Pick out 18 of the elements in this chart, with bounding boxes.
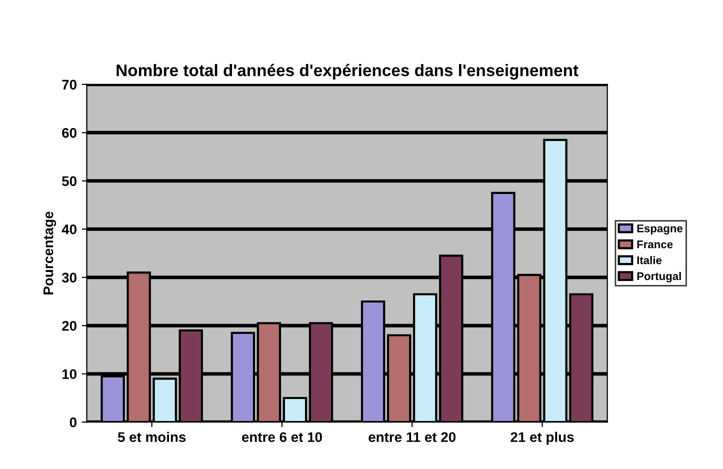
legend-label: Italie bbox=[637, 256, 662, 264]
y-axis-title: Pourcentage bbox=[44, 212, 56, 294]
x-tick-label: entre 11 et 20 bbox=[368, 432, 456, 442]
legend-label: France bbox=[637, 240, 673, 248]
y-tick-label: 60 bbox=[62, 128, 76, 138]
y-tick-label: 40 bbox=[62, 224, 76, 234]
y-tick-label: 0 bbox=[70, 417, 76, 428]
y-tick-label: 50 bbox=[62, 176, 76, 186]
chart-title: Nombre total d'années d'expériences dans l'enseignement bbox=[116, 64, 578, 80]
x-tick-label: 21 et plus bbox=[510, 432, 574, 445]
legend-label: Espagne bbox=[637, 224, 683, 235]
y-tick-label: 30 bbox=[62, 272, 76, 283]
x-tick-label: 5 et moins bbox=[118, 432, 186, 442]
y-tick-label: 70 bbox=[62, 80, 76, 90]
x-tick-label: entre 6 et 10 bbox=[242, 432, 322, 442]
legend-label: Portugal bbox=[637, 272, 681, 282]
y-tick-label: 20 bbox=[62, 320, 76, 331]
y-tick-label: 10 bbox=[62, 369, 76, 380]
